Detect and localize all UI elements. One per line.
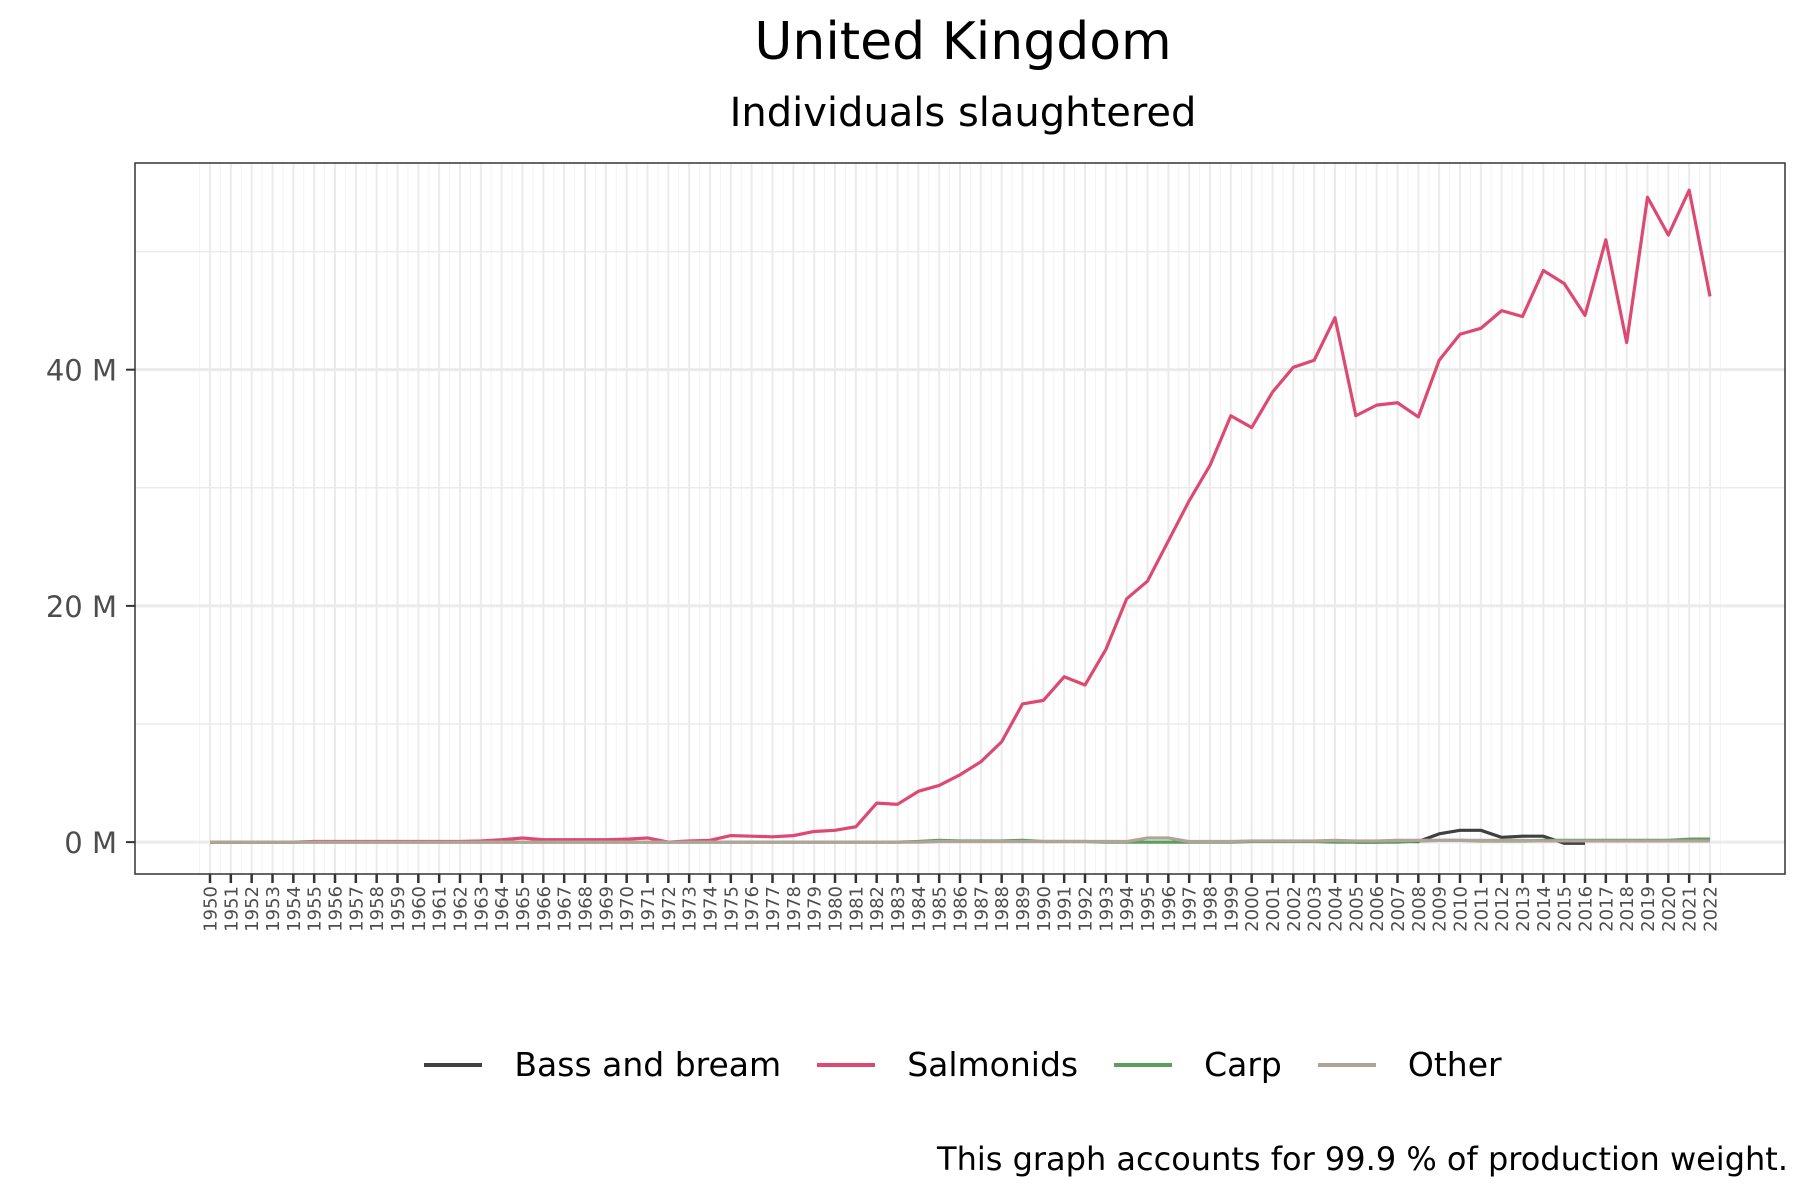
x-tick-label: 2013 bbox=[1513, 886, 1534, 932]
x-tick-label: 1950 bbox=[201, 886, 222, 932]
x-tick-label: 2021 bbox=[1680, 886, 1701, 932]
x-tick-label: 1998 bbox=[1201, 886, 1222, 932]
x-tick-label: 2006 bbox=[1367, 886, 1388, 932]
x-tick-label: 2002 bbox=[1284, 886, 1305, 932]
x-tick-label: 1992 bbox=[1076, 886, 1097, 932]
legend-label-bass-and-bream: Bass and bream bbox=[514, 1045, 782, 1084]
x-tick-label: 1982 bbox=[867, 886, 888, 932]
x-tick-label: 1984 bbox=[909, 886, 930, 932]
x-tick-label: 1960 bbox=[409, 886, 430, 932]
x-tick-label: 1951 bbox=[221, 886, 242, 932]
x-tick-label: 1988 bbox=[992, 886, 1013, 932]
x-tick-label: 2003 bbox=[1305, 886, 1326, 932]
x-tick-label: 1971 bbox=[638, 886, 659, 932]
x-tick-label: 1980 bbox=[826, 886, 847, 932]
x-tick-label: 1959 bbox=[388, 886, 409, 932]
x-tick-label: 1953 bbox=[263, 886, 284, 932]
legend-key-carp bbox=[1114, 1062, 1173, 1067]
series-lines bbox=[210, 188, 1712, 845]
x-tick-label: 2009 bbox=[1430, 886, 1451, 932]
x-tick-label: 1977 bbox=[763, 886, 784, 932]
x-tick-label: 2018 bbox=[1617, 886, 1638, 932]
x-tick-label: 1976 bbox=[742, 886, 763, 932]
chart-subtitle: Individuals slaughtered bbox=[729, 90, 1197, 136]
x-tick-label: 1963 bbox=[471, 886, 492, 932]
x-tick-label: 2007 bbox=[1388, 886, 1409, 932]
legend-item-carp: Carp bbox=[1114, 1045, 1282, 1084]
x-tick-label: 2020 bbox=[1659, 886, 1680, 932]
x-tick-label: 1972 bbox=[659, 886, 680, 932]
x-tick-label: 1986 bbox=[951, 886, 972, 932]
x-tick-label: 1981 bbox=[846, 886, 867, 932]
x-tick-label: 1970 bbox=[617, 886, 638, 932]
x-tick-label: 2010 bbox=[1451, 886, 1472, 932]
grid-lines bbox=[135, 163, 1785, 874]
x-tick-label: 1991 bbox=[1055, 886, 1076, 932]
x-tick-label: 1994 bbox=[1117, 886, 1138, 932]
legend-label-salmonids: Salmonids bbox=[907, 1045, 1079, 1084]
x-tick-label: 1966 bbox=[534, 886, 555, 932]
y-tick-label: 40 M bbox=[46, 354, 117, 388]
x-tick-label: 2016 bbox=[1576, 886, 1597, 932]
x-tick-label: 2008 bbox=[1409, 886, 1430, 932]
legend-label-carp: Carp bbox=[1204, 1045, 1282, 1084]
x-tick-label: 1967 bbox=[555, 886, 576, 932]
x-tick-label: 1964 bbox=[492, 886, 513, 932]
x-tick-label: 1957 bbox=[346, 886, 367, 932]
legend-key-bass-and-bream bbox=[424, 1062, 483, 1067]
x-tick-label: 1955 bbox=[305, 886, 326, 932]
chart-title: United Kingdom bbox=[754, 12, 1172, 72]
x-tick-label: 2012 bbox=[1492, 886, 1513, 932]
y-tick-label: 20 M bbox=[46, 590, 117, 624]
y-tick-label: 0 M bbox=[64, 826, 117, 860]
x-tick-label: 1968 bbox=[576, 886, 597, 932]
x-tick-label: 1961 bbox=[430, 886, 451, 932]
x-tick-label: 2001 bbox=[1263, 886, 1284, 932]
x-tick-label: 2017 bbox=[1596, 886, 1617, 932]
x-tick-label: 1999 bbox=[1221, 886, 1242, 932]
x-tick-label: 1987 bbox=[971, 886, 992, 932]
x-tick-label: 1954 bbox=[284, 886, 305, 932]
x-tick-label: 2015 bbox=[1555, 886, 1576, 932]
x-tick-label: 1956 bbox=[326, 886, 347, 932]
x-tick-label: 2004 bbox=[1326, 886, 1347, 932]
x-tick-label: 1973 bbox=[680, 886, 701, 932]
legend-item-other: Other bbox=[1317, 1045, 1502, 1084]
x-tick-label: 1974 bbox=[701, 886, 722, 932]
x-tick-label: 1983 bbox=[888, 886, 909, 932]
legend: Bass and bream Salmonids Carp Other bbox=[0, 1045, 1800, 1084]
x-tick-label: 1989 bbox=[1013, 886, 1034, 932]
x-tick-label: 1975 bbox=[721, 886, 742, 932]
x-tick-label: 1996 bbox=[1159, 886, 1180, 932]
x-tick-label: 1993 bbox=[1096, 886, 1117, 932]
legend-label-other: Other bbox=[1407, 1045, 1502, 1084]
x-tick-label: 1962 bbox=[451, 886, 472, 932]
x-tick-label: 1965 bbox=[513, 886, 534, 932]
legend-item-salmonids: Salmonids bbox=[817, 1045, 1078, 1084]
x-tick-label: 1985 bbox=[930, 886, 951, 932]
x-tick-label: 2005 bbox=[1346, 886, 1367, 932]
x-tick-label: 2014 bbox=[1534, 886, 1555, 932]
x-tick-label: 1958 bbox=[367, 886, 388, 932]
legend-key-salmonids bbox=[817, 1062, 876, 1067]
x-tick-label: 1952 bbox=[242, 886, 263, 932]
legend-key-other bbox=[1317, 1062, 1376, 1067]
x-tick-label: 1969 bbox=[596, 886, 617, 932]
x-tick-label: 1997 bbox=[1180, 886, 1201, 932]
x-tick-label: 2000 bbox=[1242, 886, 1263, 932]
x-tick-label: 1995 bbox=[1138, 886, 1159, 932]
series-line-other bbox=[210, 836, 1710, 844]
x-tick-label: 2022 bbox=[1701, 886, 1722, 932]
x-tick-label: 1978 bbox=[784, 886, 805, 932]
chart-caption: This graph accounts for 99.9 % of produc… bbox=[937, 1140, 1788, 1178]
legend-item-bass-and-bream: Bass and bream bbox=[424, 1045, 781, 1084]
x-tick-label: 1990 bbox=[1034, 886, 1055, 932]
x-tick-label: 2019 bbox=[1638, 886, 1659, 932]
x-tick-label: 2011 bbox=[1471, 886, 1492, 932]
x-tick-label: 1979 bbox=[805, 886, 826, 932]
